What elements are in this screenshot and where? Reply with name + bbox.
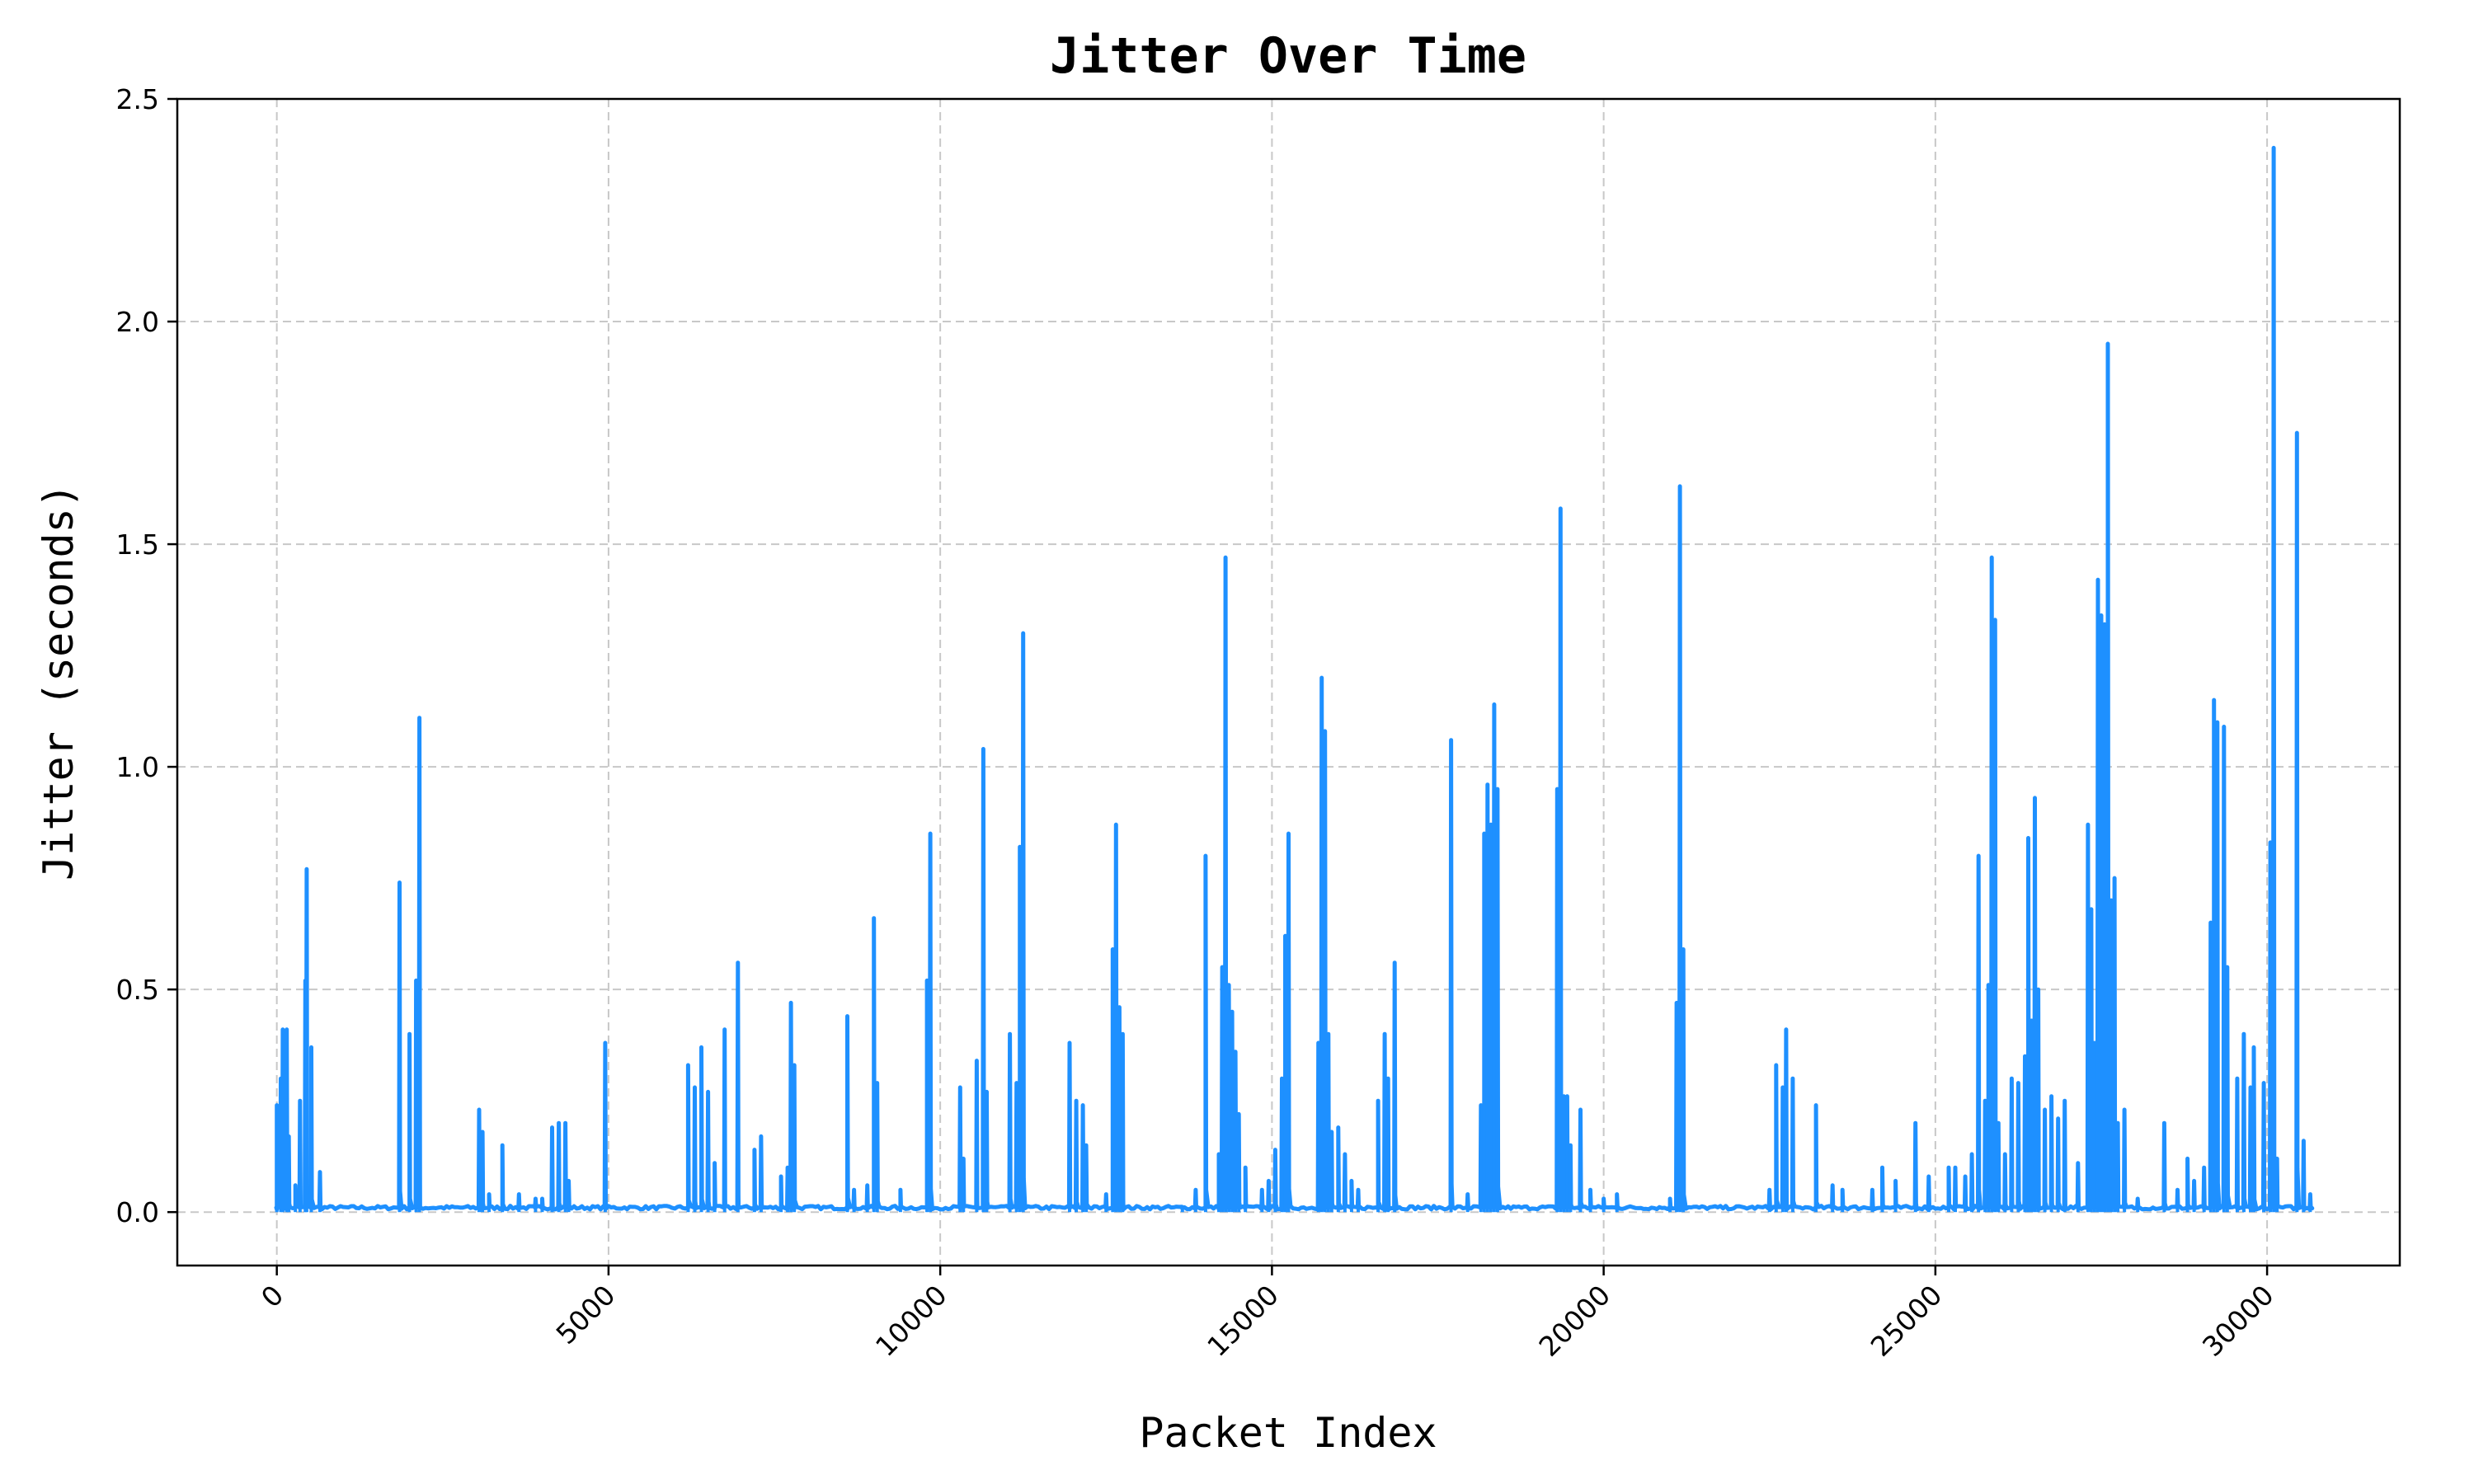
plot-frame	[176, 97, 2401, 1267]
y-axis-ticks: 0.0 0.5 1.0 1.5 2.0 2.5	[116, 83, 177, 1228]
series-layer	[274, 145, 2315, 1213]
y-tick-label: 1.5	[116, 528, 159, 561]
y-tick-label: 0.5	[116, 974, 159, 1006]
y-tick-label: 0.0	[116, 1196, 159, 1228]
y-tick-label: 1.0	[116, 751, 159, 783]
y-tick-label: 2.0	[116, 306, 159, 338]
y-axis-label: Jitter (seconds)	[35, 483, 82, 881]
y-tick-label: 2.5	[116, 83, 159, 115]
x-axis-label: Packet Index	[1139, 1409, 1437, 1457]
chart-title: Jitter Over Time	[1050, 27, 1526, 85]
